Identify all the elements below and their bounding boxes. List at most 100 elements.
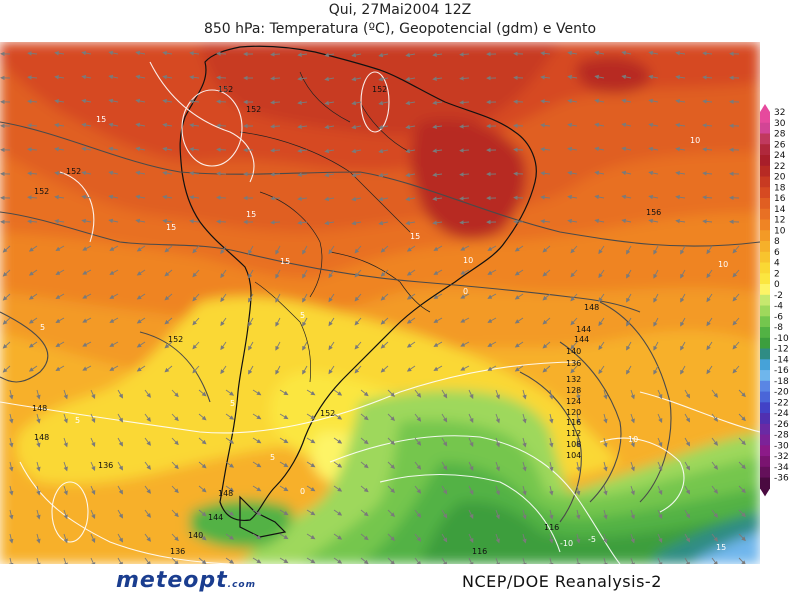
geopotential-contour-label: 140 [188,531,203,540]
wind-arrow [279,389,289,396]
wind-arrow [220,317,227,327]
wind-arrow [54,51,65,56]
wind-arrow [549,509,554,520]
colorbar-tick-label: -14 [774,355,789,365]
colorbar-tick-label: 10 [774,226,786,236]
wind-arrow [540,99,551,104]
wind-arrow [216,99,227,104]
wind-arrow [626,293,632,303]
geopotential-contour-label: 148 [218,489,233,498]
wind-arrow [495,437,500,448]
geopotential-contour-label: 148 [34,433,49,442]
wind-arrow [144,533,151,542]
temperature-field [0,42,760,564]
wind-arrow [570,317,578,326]
wind-arrow [171,557,179,564]
wind-arrow [680,365,686,375]
wind-arrow [387,461,395,470]
wind-arrow [82,293,92,299]
wind-arrow [275,365,281,375]
wind-arrow [414,389,422,398]
wind-arrow [351,52,362,58]
wind-arrow [603,413,608,424]
wind-arrow [135,218,146,224]
wind-arrow [108,218,119,224]
wind-arrow [487,269,497,275]
temperature-contour-label: 0 [463,287,468,296]
wind-arrow [738,485,746,494]
wind-arrow [192,341,200,350]
wind-arrow [36,509,41,520]
wind-arrow [549,389,554,400]
wind-arrow [603,509,608,520]
wind-arrow [297,220,308,225]
wind-arrow [270,76,281,81]
wind-arrow [225,485,235,492]
colorbar-tick-label: 16 [774,194,786,204]
wind-arrow [248,365,254,375]
coastline [179,45,537,538]
wind-arrow [549,533,554,544]
wind-arrow [297,100,308,105]
wind-arrow [576,533,581,544]
wind-arrow [675,74,686,80]
wind-arrow [252,485,262,492]
wind-arrow [216,219,227,224]
wind-arrow [487,341,497,347]
wind-arrow [414,533,422,542]
wind-arrow [570,341,578,350]
wind-vectors [0,50,746,564]
wind-arrow [192,317,200,326]
geopotential-contour-label: 116 [544,523,559,532]
colorbar-swatch [760,144,770,156]
wind-arrow [171,413,179,422]
wind-arrow [225,437,235,444]
wind-arrow [220,245,227,255]
colorbar-tick-label: 22 [774,162,785,172]
wind-arrow [433,293,443,299]
wind-arrow [54,99,65,104]
wind-arrow [702,171,713,176]
wind-arrow [162,146,173,152]
wind-arrow [738,389,746,398]
wind-arrow [675,170,686,176]
wind-arrow [711,413,719,422]
wind-arrow [324,124,335,130]
wind-arrow [28,317,38,324]
wind-arrow [567,194,578,200]
colorbar-swatch [760,466,770,479]
wind-arrow [333,557,343,564]
geopotential-contour-label: 152 [34,187,49,196]
wind-arrow [108,98,119,104]
wind-arrow [630,461,635,472]
wind-arrow [570,245,578,254]
temperature-contour-label: 15 [716,543,726,552]
wind-arrow [405,100,416,106]
wind-arrow [432,220,443,225]
wind-arrow [460,365,470,371]
wind-arrow [626,365,632,375]
temperature-contour-label: 15 [96,115,106,124]
colorbar-swatch [760,112,770,124]
wind-arrow [598,269,605,279]
geopotential-contour-label: 156 [646,208,661,217]
wind-arrow [432,52,443,57]
wind-arrow [594,50,605,56]
wind-arrow [414,413,422,422]
wind-arrow [459,148,470,153]
wind-arrow [252,509,262,516]
wind-arrow [55,365,65,371]
colorbar-swatch [760,122,770,135]
wind-arrow [459,220,470,225]
wind-arrow [81,122,92,128]
colorbar-tick-label: 6 [774,248,780,258]
wind-arrow [198,509,207,517]
wind-arrow [433,317,443,323]
wind-arrow [684,509,691,519]
wind-arrow [378,100,389,106]
colorbar-swatch [760,198,770,210]
colorbar-tick-label: -24 [774,409,789,419]
colorbar-tick-label: -30 [774,441,789,451]
wind-arrow [459,100,470,105]
wind-arrow [270,52,281,57]
